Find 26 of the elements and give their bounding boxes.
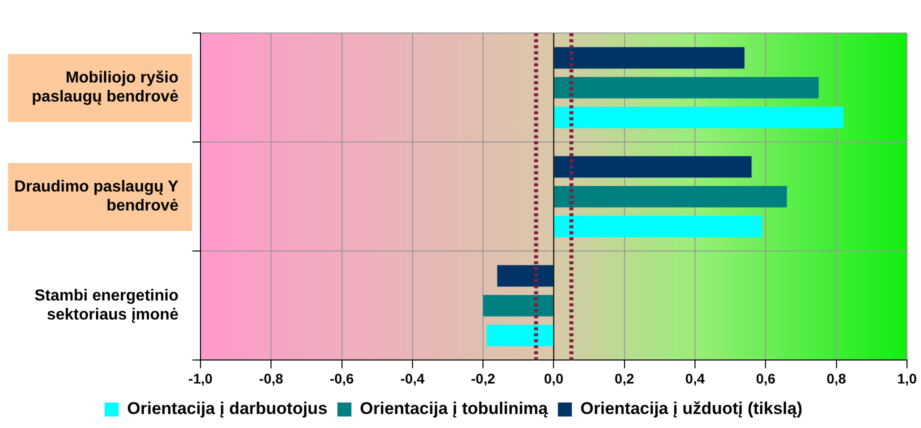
y-tick-label: Mobiliojo ryšio paslaugų bendrovė xyxy=(32,70,179,106)
x-tick-label: 0,2 xyxy=(614,370,634,386)
x-tick-label: 0,6 xyxy=(756,370,776,386)
bar xyxy=(554,156,752,178)
x-tick-label: -0,4 xyxy=(400,370,425,386)
bar xyxy=(483,294,554,316)
bar xyxy=(554,186,787,208)
x-tick-label: 0,8 xyxy=(826,370,846,386)
y-tick-label: Stambi energetinio sektoriaus įmonė xyxy=(34,288,179,324)
bar xyxy=(554,76,819,98)
x-tick-label: -0,6 xyxy=(330,370,354,386)
x-tick-label: -0,8 xyxy=(259,370,284,386)
bar xyxy=(554,47,744,69)
x-tick-label: -1,0 xyxy=(188,370,213,386)
x-tick-label: -0,2 xyxy=(471,370,496,386)
bar xyxy=(486,324,554,346)
legend-label: Orientacija į užduotį (tikslą) xyxy=(580,399,802,418)
x-tick-label: 0,0 xyxy=(544,370,564,386)
bar xyxy=(554,106,844,128)
legend-label: Orientacija į darbuotojus xyxy=(127,399,328,418)
x-tick-label: 0,4 xyxy=(685,370,705,386)
y-tick-label: Draudimo paslaugų Y bendrovė xyxy=(14,178,179,215)
x-tick-label: 1,0 xyxy=(897,370,917,386)
bar xyxy=(497,265,554,287)
bar xyxy=(554,216,762,238)
legend-label: Orientacija į tobulinimą xyxy=(360,399,548,418)
